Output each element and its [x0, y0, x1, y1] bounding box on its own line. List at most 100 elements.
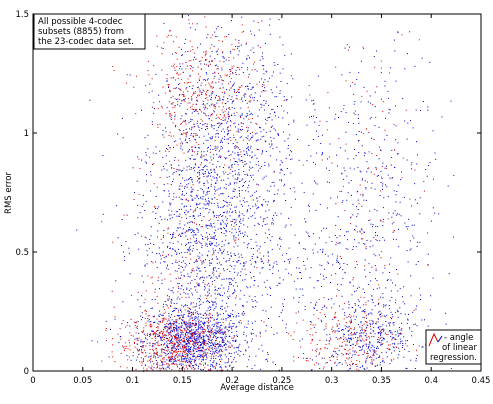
point-blue [165, 325, 166, 327]
point-red [154, 336, 156, 338]
point-red [201, 68, 203, 70]
point-blue [265, 141, 267, 143]
point-red [191, 323, 193, 325]
point-red [182, 366, 184, 368]
point-blue [258, 109, 260, 111]
point-red [194, 341, 196, 343]
point-blue [240, 271, 242, 273]
point-blue [213, 335, 215, 336]
point-blue [224, 136, 226, 138]
point-blue [213, 267, 215, 269]
point-red [168, 323, 170, 325]
point-blue [339, 229, 341, 230]
point-red [153, 65, 155, 67]
point-red [194, 332, 196, 334]
point-red [191, 99, 193, 101]
point-red [181, 133, 182, 135]
point-red [188, 324, 190, 325]
point-blue [328, 182, 330, 184]
point-blue [147, 244, 149, 245]
point-blue [286, 332, 288, 333]
point-blue [335, 244, 337, 246]
point-blue [201, 369, 203, 371]
point-blue [343, 263, 345, 264]
point-red [198, 88, 200, 90]
point-red [188, 361, 190, 363]
point-blue [235, 261, 237, 263]
point-blue [399, 329, 401, 331]
point-blue [226, 268, 228, 270]
point-blue [344, 47, 346, 49]
point-red [180, 143, 182, 145]
point-red [166, 77, 168, 79]
point-red [237, 48, 239, 50]
point-blue [269, 130, 271, 132]
point-blue [238, 131, 240, 133]
point-blue [213, 304, 215, 306]
point-blue [234, 152, 236, 154]
point-red [217, 72, 219, 74]
point-blue [151, 90, 153, 92]
point-red [209, 313, 211, 315]
point-blue [397, 142, 399, 144]
point-blue [235, 361, 237, 363]
point-blue [156, 236, 158, 238]
point-blue [380, 296, 382, 298]
point-blue [340, 337, 342, 338]
point-blue [170, 214, 172, 216]
point-blue [273, 71, 274, 73]
point-blue [419, 241, 421, 243]
point-blue [398, 228, 399, 230]
point-blue [180, 274, 182, 276]
point-blue [388, 305, 390, 306]
point-blue [190, 362, 192, 364]
point-blue [353, 158, 355, 160]
point-blue [180, 364, 182, 366]
point-blue [377, 303, 379, 305]
point-red [183, 341, 184, 343]
point-blue [265, 201, 267, 203]
point-blue [241, 113, 243, 115]
point-blue [150, 321, 152, 322]
point-blue [386, 356, 388, 358]
point-blue [250, 247, 252, 249]
point-blue [175, 140, 177, 142]
point-red [168, 355, 170, 357]
point-blue [223, 250, 224, 252]
point-blue [313, 307, 315, 309]
point-blue [243, 262, 245, 264]
point-blue [233, 196, 235, 197]
point-blue [183, 306, 185, 308]
point-blue [187, 348, 189, 350]
point-red [229, 346, 231, 348]
point-blue [166, 81, 168, 83]
point-blue [215, 367, 216, 369]
point-blue [207, 225, 209, 226]
point-blue [179, 138, 181, 140]
point-red [214, 72, 216, 74]
point-blue [266, 217, 268, 219]
point-blue [219, 287, 221, 289]
point-blue [168, 364, 170, 366]
point-red [245, 93, 247, 95]
point-blue [406, 250, 408, 252]
point-red [142, 331, 144, 333]
point-blue [238, 256, 240, 258]
point-blue [210, 223, 212, 225]
point-blue [364, 310, 366, 312]
point-blue [228, 150, 230, 152]
point-red [190, 340, 192, 342]
point-red [158, 335, 160, 337]
point-blue [222, 333, 224, 335]
point-blue [190, 308, 191, 310]
point-blue [217, 228, 219, 230]
point-blue [127, 322, 129, 323]
point-blue [207, 187, 209, 189]
point-blue [117, 133, 119, 135]
point-blue [136, 328, 138, 330]
point-blue [185, 243, 187, 245]
point-blue [228, 130, 230, 132]
point-red [189, 68, 191, 70]
point-red [231, 43, 233, 45]
point-red [152, 348, 154, 350]
